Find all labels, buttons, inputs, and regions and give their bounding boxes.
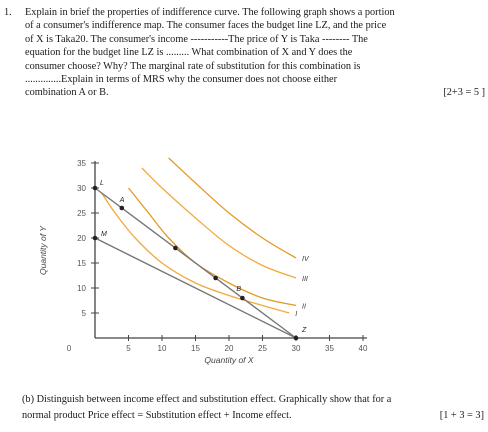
- point-label: L: [100, 180, 104, 187]
- chart-svg: 5 10 15 20 25 30 35 5 10 15 20 25 30 35 40 0 Quantity of…: [38, 157, 368, 365]
- x-tick-label: 10: [158, 344, 167, 353]
- y-tick-label: 20: [77, 234, 86, 243]
- point-marker: [240, 295, 245, 301]
- budget-line: [94, 237, 297, 339]
- question-line-left: combination A or B.: [25, 87, 109, 99]
- x-tick-label: 35: [325, 344, 334, 353]
- x-axis-label: Quantity of X: [204, 355, 253, 365]
- question-number: 1.: [4, 7, 12, 18]
- question-line: of X is Taka20. The consumer's income --…: [25, 33, 368, 45]
- point-marker: [213, 275, 218, 281]
- y-tick-label: 15: [77, 259, 86, 268]
- point-marker: [92, 185, 98, 191]
- question-line: ..............Explain in terms of MRS wh…: [25, 74, 338, 86]
- x-tick-label: 5: [126, 344, 131, 353]
- question-b: (b) Distinguish between income effect an…: [22, 392, 484, 424]
- indifference-curve: [141, 167, 297, 279]
- indifference-curve: [127, 187, 297, 307]
- point-marker: [293, 335, 299, 341]
- y-tick-label: 10: [77, 284, 86, 293]
- point-label: B: [236, 286, 241, 293]
- point-label: M: [101, 231, 107, 238]
- question-line-last: combination A or B. [2+3 = 5 ]: [25, 86, 485, 99]
- curve-label: III: [302, 276, 308, 283]
- y-axis-label: Quantity of Y: [38, 225, 48, 275]
- question-b-line: (b) Distinguish between income effect an…: [22, 394, 392, 405]
- curve-label: II: [302, 304, 306, 311]
- y-tick-label: 5: [82, 309, 87, 318]
- indifference-curve: [168, 157, 297, 259]
- question-line: equation for the budget line LZ is .....…: [25, 47, 353, 59]
- question-line: consumer choose? Why? The marginal rate …: [25, 60, 361, 72]
- budget-line: [94, 187, 297, 339]
- point-marker: [173, 245, 178, 251]
- x-tick-label: 40: [359, 344, 368, 353]
- question-b-left: normal product Price effect = Substituti…: [22, 410, 292, 421]
- question-b-line-last: normal product Price effect = Substituti…: [22, 408, 484, 424]
- curve-label: I: [295, 311, 297, 318]
- origin-label: 0: [67, 344, 72, 353]
- marks-label: [2+3 = 5 ]: [443, 87, 485, 99]
- indifference-curve: [101, 192, 290, 314]
- y-tick-label: 30: [77, 184, 86, 193]
- x-tick-label: 20: [225, 344, 234, 353]
- question-line: of a consumer's indifference map. The co…: [25, 20, 387, 32]
- x-tick-label: 15: [191, 344, 200, 353]
- curve-label: IV: [302, 256, 310, 263]
- point-marker: [119, 205, 125, 211]
- point-label: A: [119, 197, 125, 204]
- marks-label: [1 + 3 = 3]: [439, 410, 484, 421]
- question-line: Explain in brief the properties of indif…: [25, 7, 395, 18]
- y-tick-label: 25: [77, 209, 86, 218]
- question-1-text: Explain in brief the properties of indif…: [25, 6, 485, 100]
- indifference-chart: 5 10 15 20 25 30 35 5 10 15 20 25 30 35 40 0 Quantity of…: [0, 145, 488, 365]
- y-tick-label: 35: [77, 159, 86, 168]
- point-label: Z: [301, 327, 307, 334]
- x-tick-label: 30: [292, 344, 301, 353]
- x-tick-label: 25: [258, 344, 267, 353]
- point-marker: [92, 235, 98, 241]
